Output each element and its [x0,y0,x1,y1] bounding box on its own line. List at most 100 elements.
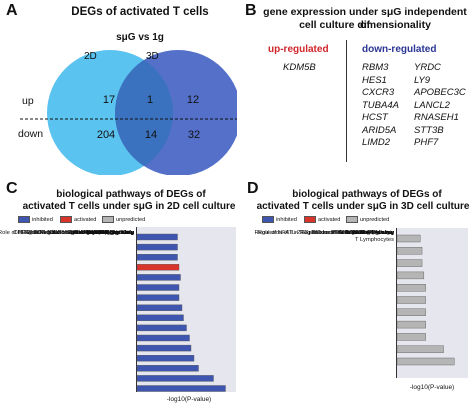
bar-4 [396,284,426,292]
bar-5 [136,284,180,291]
bar-13 [136,365,199,372]
panel-c-title-line1: biological pathways of DEGs of [56,189,206,200]
panel-c-title-line2: activated T cells under sμG in 2D cell c… [22,201,236,212]
panel-a-subtitle: sμG vs 1g [116,32,164,43]
legend-activated: activated [60,216,96,223]
pathway-label: PEDF Signaling [93,230,134,236]
bar-2 [396,259,423,267]
panel-c-label-area: PI3K/AKT Signaling IL-2 Signaling Gq12/13 … [0,230,134,390]
pathway-label: T Cell Exhaustion Signaling Pathway [299,230,394,236]
down-gene-list-col2: YRDC LY9 APOBEC3C LANCL2 RNASEH1 STT3B P… [414,62,466,150]
venn-row-up: up [22,95,34,107]
panel-c-letter: C [6,180,18,197]
pathway-label: CD28 Signaling in T Helper Cells [49,230,134,236]
panel-c-xlabel: -log10(P-value) [166,396,212,403]
pathway-label: IL-7 Signaling Pathway [74,230,134,236]
panel-d-letter: D [247,180,259,197]
pathway-label: Serotonin Degradation [75,230,134,236]
count-down-3d: 32 [187,129,201,141]
down-gene: CXCR3 [362,87,395,98]
down-gene: LANCL2 [414,99,450,111]
pathway-label: Th1 and Th2 Activation Pathway [310,230,394,236]
pathway-label: IL-3 Signaling [98,230,134,236]
venn-diagram [20,50,237,175]
legend-swatch-activated [60,216,72,223]
down-gene: ARID5A [362,124,397,136]
bar-3 [396,271,425,280]
bar-5 [396,296,426,304]
count-down-2d: 204 [96,129,116,141]
bar-8 [396,333,426,341]
count-down-both: 14 [144,129,158,141]
pathway-label: Senescence Pathway [338,230,394,236]
panel-d-xlabel: -log10(P-value) [409,384,455,391]
down-gene: YRDC [414,62,441,73]
down-gene: HES1 [362,74,387,86]
legend-swatch-unpredicted [346,216,358,223]
venn-overlap [115,60,173,166]
gene-divider [346,40,347,162]
up-gene-list: KDM5B [283,62,316,75]
bar-10 [396,357,455,366]
up-regulated-header: up-regulated [268,44,329,55]
down-gene-list-col1: RBM3 HES1 CXCR3 TUBA4A HCST ARID5A LIMD2 [362,62,399,150]
legend-label: unpredicted [360,216,390,223]
legend-swatch-inhibited [18,216,30,223]
count-up-both: 1 [146,94,154,106]
pathway-label: Regulation of IL-2 Expression in Activat… [254,230,394,243]
panel-d-title-line1: biological pathways of DEGs of [292,189,442,200]
pathway-label: Th2 Pathway [360,230,394,236]
pathway-label: IL-15 Signaling [95,230,134,236]
panel-b-letter: B [245,2,257,19]
bar-8 [136,314,184,322]
pathway-label: IL-2 Signaling [98,230,134,236]
legend-label: inhibited [276,216,297,223]
legend-activated: activated [304,216,340,223]
bar-6 [396,308,426,317]
legend-label: unpredicted [116,216,146,223]
venn-label-2d: 2D [84,51,97,62]
legend-swatch-activated [304,216,316,223]
legend-swatch-inhibited [262,216,274,223]
legend-label: activated [318,216,341,223]
pathway-label: Cell Cycle Control of Chromosomal Replic… [13,230,134,236]
bar-12 [136,354,195,362]
bar-11 [136,344,192,352]
bar-2 [136,254,178,261]
pathway-label: PD-1, PD-L1 cancer immunotherapy pathway [17,230,134,236]
legend-unpredicted: unpredicted [102,216,145,223]
pathway-label: ICOS-ICOSL Signaling in T Helper Cells [31,230,134,236]
pathway-label: PI3K/AKT Signaling [83,230,134,236]
panel-a-letter: A [6,2,18,19]
panel-b-title-line1: gene expression under sμG independent of [263,6,467,31]
legend-label: inhibited [32,216,53,223]
panel-d-label-area: HIF1α Signaling Role of NFAT in Regulatio… [250,230,394,380]
pathway-label: PPARα/RXRα Activation [331,230,394,236]
bar-7 [396,320,426,329]
bar-1 [136,243,178,251]
legend-inhibited: inhibited [262,216,297,223]
panel-d-title-line2: activated T cells under sμG in 3D cell c… [256,201,470,212]
panel-d-legend: inhibited activated unpredicted [262,216,472,226]
down-gene: RBM3 [362,62,389,73]
pathway-label: Role of NFAT in Regulation of the Immune… [257,230,394,236]
pathway-label: HIF1α Signaling [352,230,394,236]
venn-label-3d: 3D [146,51,159,62]
pathway-label: T Cell Receptor Signaling [68,230,134,236]
bar-9 [396,345,444,353]
pathway-label: WNT/Ca+ pathway [345,230,394,236]
panel-c-legend: inhibited activated unpredicted [18,216,238,226]
bar-9 [136,324,187,332]
down-regulated-header: down-regulated [362,44,437,55]
down-gene: LY9 [414,74,431,86]
bar-7 [136,304,183,311]
legend-unpredicted: unpredicted [346,216,389,223]
pathway-label: Noradrenaline and Adrenaline Degradation [24,230,134,236]
pathway-label: JAK/STAT Signaling [82,230,134,236]
panel-d-plot [396,228,468,378]
count-up-3d: 12 [186,94,200,106]
panel-a-title: DEGs of activated T cells [71,6,209,18]
bar-3 [136,264,180,271]
bar-0 [396,234,421,243]
bar-0 [136,233,178,241]
